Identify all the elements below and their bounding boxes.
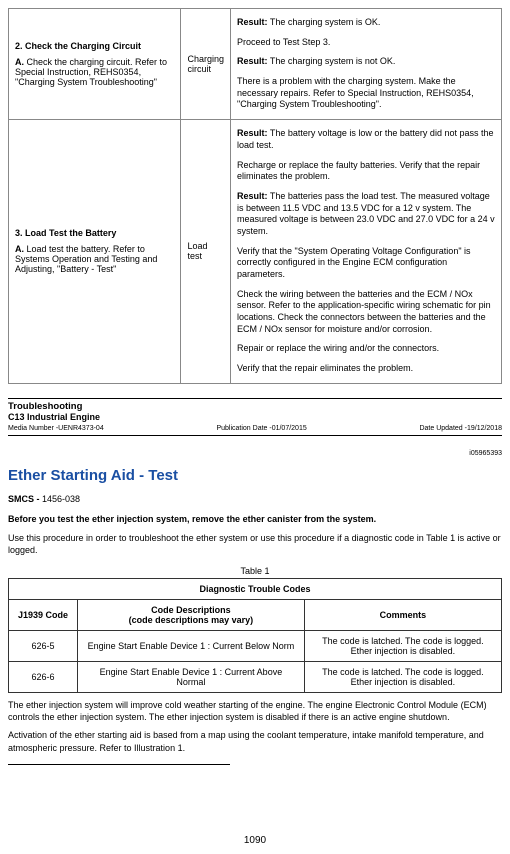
codes-cell: Engine Start Enable Device 1 : Current B… bbox=[78, 631, 305, 662]
smcs-label: SMCS - bbox=[8, 494, 42, 504]
codes-cell: 626-5 bbox=[9, 631, 78, 662]
divider-bottom bbox=[8, 435, 502, 436]
step-cell: 2. Check the Charging Circuit A. Check th… bbox=[9, 9, 181, 120]
footnote-rule bbox=[8, 764, 230, 765]
step-body: A. Check the charging circuit. Refer to … bbox=[15, 57, 174, 87]
result-paragraph: Result: The charging system is OK. bbox=[237, 17, 495, 29]
result-paragraph: Result: The charging system is not OK. bbox=[237, 56, 495, 68]
body-paragraph: The ether injection system will improve … bbox=[8, 699, 502, 723]
result-paragraph: Result: The batteries pass the load test… bbox=[237, 191, 495, 238]
divider-top bbox=[8, 398, 502, 399]
result-paragraph: Repair or replace the wiring and/or the … bbox=[237, 343, 495, 355]
codes-table-title: Diagnostic Trouble Codes bbox=[9, 579, 502, 600]
result-paragraph: There is a problem with the charging sys… bbox=[237, 76, 495, 111]
media-number: Media Number -UENR4373-04 bbox=[8, 425, 104, 432]
codes-cell: Engine Start Enable Device 1 : Current A… bbox=[78, 662, 305, 693]
step-cell: 3. Load Test the Battery A. Load test the… bbox=[9, 120, 181, 384]
result-paragraph: Proceed to Test Step 3. bbox=[237, 37, 495, 49]
codes-cell: 626-6 bbox=[9, 662, 78, 693]
result-cell: Result: The charging system is OK. Procee… bbox=[231, 9, 502, 120]
result-paragraph: Result: The battery voltage is low or th… bbox=[237, 128, 495, 151]
result-paragraph: Check the wiring between the batteries a… bbox=[237, 289, 495, 336]
publication-date: Publication Date -01/07/2015 bbox=[216, 425, 306, 432]
codes-table: Diagnostic Trouble Codes J1939 CodeCode … bbox=[8, 578, 502, 693]
lead-warning: Before you test the ether injection syst… bbox=[8, 514, 502, 524]
result-paragraph: Verify that the "System Operating Voltag… bbox=[237, 246, 495, 281]
ts-subtitle: C13 Industrial Engine bbox=[8, 412, 502, 422]
ts-meta-row: Media Number -UENR4373-04 Publication Da… bbox=[8, 425, 502, 432]
codes-col-header: Code Descriptions(code descriptions may … bbox=[78, 600, 305, 631]
body-paragraph: Activation of the ether starting aid is … bbox=[8, 729, 502, 753]
date-updated: Date Updated -19/12/2018 bbox=[419, 425, 502, 432]
table-caption: Table 1 bbox=[8, 566, 502, 576]
smcs-value: 1456-038 bbox=[42, 494, 80, 504]
intro-paragraph: Use this procedure in order to troublesh… bbox=[8, 532, 502, 556]
middle-cell: Load test bbox=[181, 120, 231, 384]
codes-cell: The code is latched. The code is logged.… bbox=[304, 662, 501, 693]
smcs-line: SMCS - 1456-038 bbox=[8, 494, 502, 504]
ts-title: Troubleshooting bbox=[8, 401, 502, 412]
step-body: A. Load test the battery. Refer to Syste… bbox=[15, 244, 174, 274]
step-title: 2. Check the Charging Circuit bbox=[15, 41, 174, 51]
codes-cell: The code is latched. The code is logged.… bbox=[304, 631, 501, 662]
step-title: 3. Load Test the Battery bbox=[15, 228, 174, 238]
diagnostic-steps-table: 2. Check the Charging Circuit A. Check th… bbox=[8, 8, 502, 384]
result-paragraph: Verify that the repair eliminates the pr… bbox=[237, 363, 495, 375]
doc-id: i05965393 bbox=[8, 450, 502, 457]
codes-col-header: J1939 Code bbox=[9, 600, 78, 631]
result-cell: Result: The battery voltage is low or th… bbox=[231, 120, 502, 384]
result-paragraph: Recharge or replace the faulty batteries… bbox=[237, 160, 495, 183]
codes-col-header: Comments bbox=[304, 600, 501, 631]
page-number: 1090 bbox=[8, 835, 502, 846]
section-title: Ether Starting Aid - Test bbox=[8, 467, 502, 484]
middle-cell: Charging circuit bbox=[181, 9, 231, 120]
